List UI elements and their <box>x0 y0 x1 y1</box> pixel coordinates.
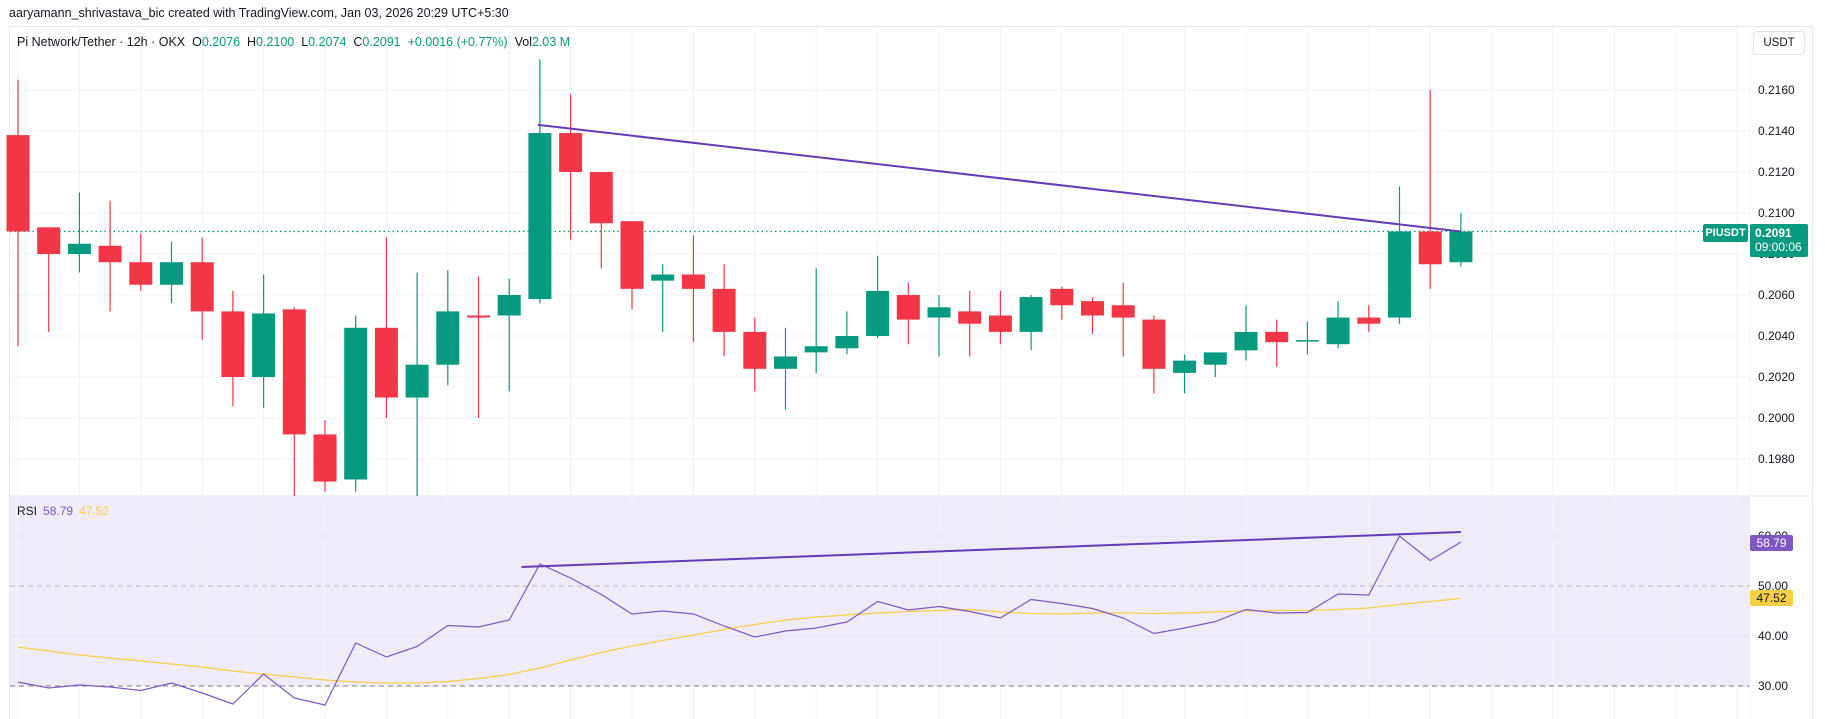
candle-down <box>559 133 583 172</box>
rsi-line <box>17 535 1462 706</box>
price-axis-label: 0.2060 <box>1758 288 1795 302</box>
low-label: L <box>301 35 309 49</box>
chart-credit: aaryamann_shrivastava_bic created with T… <box>9 6 509 20</box>
rsi-ma-line <box>17 597 1461 684</box>
price-axis-label: 0.2120 <box>1758 165 1795 179</box>
bar-countdown: 09:00:06 <box>1755 240 1802 254</box>
rsi-value-badge: 58.79 <box>1750 535 1793 551</box>
last-price-badge: 0.2091 09:00:06 <box>1750 224 1808 257</box>
price-axis-label: 0.2020 <box>1758 370 1795 384</box>
candle-up <box>1234 331 1258 351</box>
symbol-title[interactable]: Pi Network/Tether · 12h · OKX <box>17 35 186 49</box>
candle-up <box>497 295 521 316</box>
candle-down <box>1265 331 1289 343</box>
candle-up <box>1019 297 1043 332</box>
candle-down <box>988 315 1012 332</box>
candle-up <box>927 307 951 318</box>
candle-down <box>313 434 337 482</box>
rsi-axis-label: 40.00 <box>1758 629 1788 643</box>
candle-up <box>1388 231 1411 318</box>
rsi-value: 58.79 <box>43 504 74 518</box>
chart-frame <box>9 26 1813 719</box>
candle-down <box>282 309 306 435</box>
candle-up <box>835 336 859 349</box>
open-label: O <box>192 35 202 49</box>
rsi-axis-label: 50.00 <box>1758 579 1788 593</box>
candle-up <box>774 356 797 369</box>
candle-up <box>866 290 890 336</box>
rsi-band <box>10 496 1750 686</box>
candle-down <box>712 288 736 332</box>
candle-up <box>651 274 675 281</box>
price-axis-label: 0.1980 <box>1758 452 1795 466</box>
high-label: H <box>247 35 257 49</box>
candle-down <box>1050 288 1074 306</box>
rsi-ma-badge: 47.52 <box>1750 590 1793 606</box>
candle-up <box>436 311 460 365</box>
candle-up <box>528 133 552 300</box>
close-label: C <box>353 35 363 49</box>
rsi-trendline <box>521 531 1461 568</box>
candle-down <box>6 135 30 232</box>
high-value: 0.2100 <box>256 35 295 49</box>
candle-down <box>1418 231 1442 265</box>
price-axis-label: 0.2140 <box>1758 124 1795 138</box>
candle-up <box>160 262 183 285</box>
candle-down <box>467 315 490 318</box>
candle-up <box>804 346 828 353</box>
candle-down <box>896 295 920 320</box>
currency-button[interactable]: USDT <box>1753 31 1805 55</box>
candle-up <box>405 364 429 398</box>
low-value: 0.2074 <box>308 35 347 49</box>
candle-up <box>252 313 276 377</box>
candle-up <box>344 327 368 480</box>
open-value: 0.2076 <box>201 35 241 49</box>
candle-down <box>1142 319 1166 369</box>
candle-down <box>190 262 214 312</box>
candle-up <box>1449 231 1473 263</box>
price-trendline <box>537 123 1462 233</box>
candle-down <box>620 221 644 289</box>
price-axis-label: 0.2000 <box>1758 411 1795 425</box>
candle-up <box>1326 317 1350 345</box>
candle-down <box>221 311 245 377</box>
rsi-legend: RSI 58.79 47.52 <box>17 504 109 518</box>
rsi-axis-label: 30.00 <box>1758 679 1788 693</box>
candle-down <box>37 227 61 254</box>
last-price: 0.2091 <box>1755 226 1792 240</box>
volume-label: Vol <box>514 35 532 49</box>
candle-down <box>1111 305 1135 318</box>
price-axis-label: 0.2100 <box>1758 206 1795 220</box>
candle-down <box>374 327 398 398</box>
candle-down <box>743 331 767 369</box>
candle-up <box>1203 352 1227 365</box>
rsi-title[interactable]: RSI <box>17 504 38 518</box>
rsi-ma-value: 47.52 <box>79 504 110 518</box>
close-value: 0.2091 <box>362 35 401 49</box>
volume-value: 2.03 M <box>532 35 571 49</box>
candle-up <box>1295 340 1319 342</box>
price-axis-label: 0.2040 <box>1758 329 1795 343</box>
candle-up <box>67 243 91 254</box>
candle-down <box>681 274 705 289</box>
candle-down <box>98 245 122 263</box>
candle-up <box>1173 360 1197 373</box>
candle-down <box>958 311 982 324</box>
change-value: +0.0016 (+0.77%) <box>407 35 508 49</box>
symbol-price-badge: PIUSDT <box>1703 224 1748 242</box>
price-axis-label: 0.2160 <box>1758 83 1795 97</box>
candle-down <box>1081 301 1104 316</box>
candle-down <box>1357 317 1381 324</box>
candle-down <box>129 262 153 285</box>
candle-down <box>589 172 613 224</box>
